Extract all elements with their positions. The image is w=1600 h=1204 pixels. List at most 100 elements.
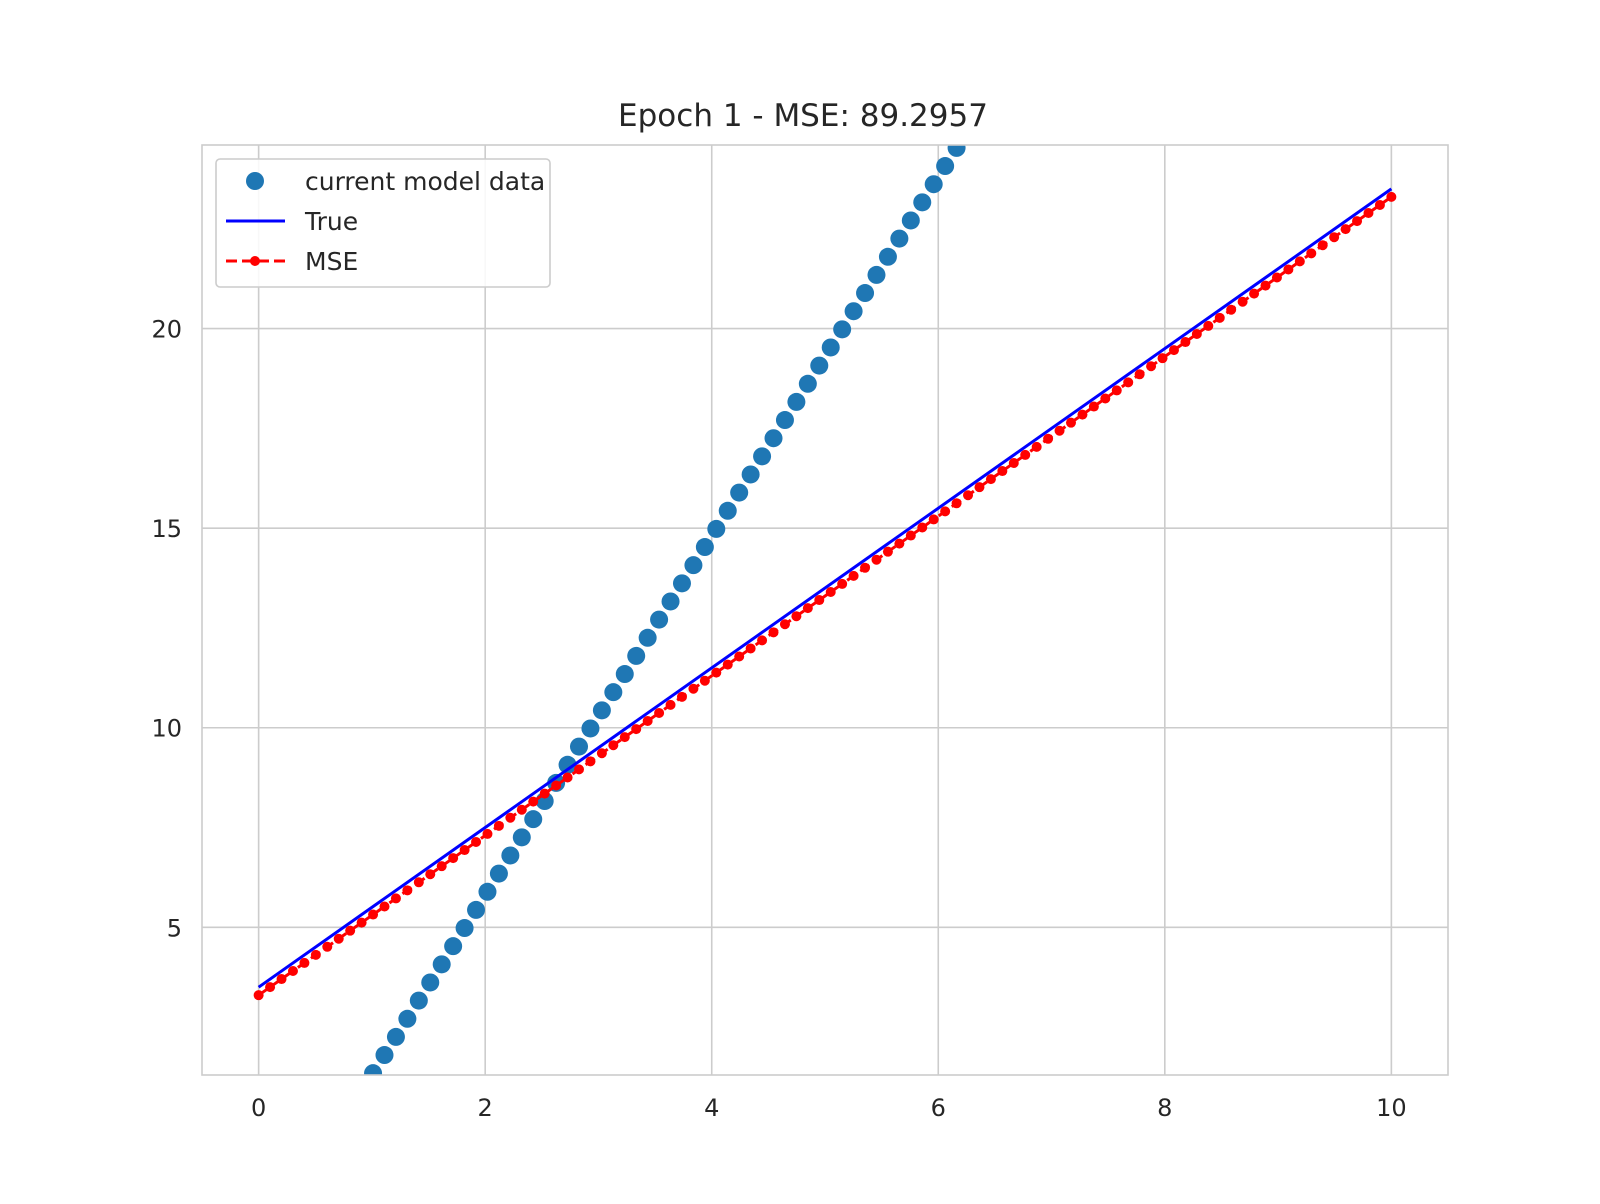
data-point (718, 501, 737, 520)
mse-point (516, 804, 527, 815)
data-point (741, 465, 760, 484)
mse-point (390, 893, 401, 904)
mse-point (596, 748, 607, 759)
y-tick-label: 10 (151, 715, 182, 743)
legend-item: MSE (226, 247, 358, 276)
data-point (775, 411, 794, 430)
mse-point (333, 933, 344, 944)
x-tick-label: 2 (478, 1094, 493, 1122)
mse-point (814, 595, 825, 606)
mse-point (1020, 449, 1031, 460)
mse-point (905, 530, 916, 541)
mse-point (917, 522, 928, 533)
mse-dashed-line (257, 195, 1393, 997)
y-tick-label: 15 (151, 515, 182, 543)
mse-point (951, 498, 962, 509)
mse-point (1386, 191, 1397, 202)
legend-item: current model data (246, 167, 545, 196)
mse-point (1065, 417, 1076, 428)
legend: current model data True MSE (215, 158, 551, 288)
data-point (570, 737, 589, 756)
mse-point (1123, 377, 1134, 388)
mse-point (276, 974, 287, 985)
mse-point (894, 538, 905, 549)
data-point (695, 538, 714, 557)
data-point (478, 882, 497, 901)
mse-point (585, 756, 596, 767)
data-point (821, 338, 840, 357)
mse-point (848, 570, 859, 581)
mse-point (1043, 433, 1054, 444)
mse-point (1203, 320, 1214, 331)
x-tick-label: 8 (1157, 1094, 1172, 1122)
mse-point (757, 635, 768, 646)
mse-point (722, 659, 733, 670)
data-point (432, 955, 451, 974)
legend-label: MSE (305, 247, 358, 276)
mse-point (425, 869, 436, 880)
mse-point (1283, 264, 1294, 275)
mse-point (528, 796, 539, 807)
mse-point (1214, 312, 1225, 323)
mse-point (619, 732, 630, 743)
mse-point (631, 724, 642, 735)
mse-point (505, 812, 516, 823)
data-point (878, 247, 897, 266)
data-point (604, 683, 623, 702)
mse-point (1134, 369, 1145, 380)
mse-point (1180, 337, 1191, 348)
data-point (707, 519, 726, 538)
data-point (375, 1046, 394, 1065)
data-point (890, 229, 909, 248)
mse-point (413, 877, 424, 888)
mse-point (1249, 288, 1260, 299)
plot-frame (201, 144, 1449, 1076)
data-point (512, 828, 531, 847)
legend-label: current model data (305, 167, 545, 196)
mse-point (574, 764, 585, 775)
mse-point (1306, 248, 1317, 259)
data-point (730, 483, 749, 502)
data-point (798, 374, 817, 393)
data-point (684, 556, 703, 575)
mse-point (928, 514, 939, 525)
mse-point (837, 578, 848, 589)
mse-point (299, 957, 310, 968)
mse-point (482, 828, 493, 839)
mse-point (471, 836, 482, 847)
data-point (558, 755, 577, 774)
mse-point (368, 909, 379, 920)
mse-point (1111, 385, 1122, 396)
mse-point (562, 772, 573, 783)
mse-point (1260, 280, 1271, 291)
mse-point (711, 667, 722, 678)
mse-point (676, 691, 687, 702)
mse-point (1363, 208, 1374, 219)
y-tick-label: 5 (167, 914, 182, 942)
mse-point (825, 586, 836, 597)
mse-point (379, 901, 390, 912)
series-current-model-data (364, 145, 966, 1075)
mse-point (539, 788, 550, 799)
mse-point (1374, 199, 1385, 210)
mse-point (699, 675, 710, 686)
data-point (936, 157, 955, 176)
mse-point (1294, 256, 1305, 267)
mse-point (356, 917, 367, 928)
data-point (661, 592, 680, 611)
mse-point (779, 619, 790, 630)
x-tick-label: 6 (931, 1094, 946, 1122)
mse-point (1168, 345, 1179, 356)
data-point (501, 846, 520, 865)
mse-point (802, 603, 813, 614)
data-point (444, 937, 463, 956)
mse-point (860, 562, 871, 573)
mse-point (1352, 216, 1363, 227)
data-point (753, 447, 772, 466)
mse-point (1317, 240, 1328, 251)
grid (202, 145, 1448, 1075)
data-point (844, 302, 863, 321)
mse-point (654, 707, 665, 718)
